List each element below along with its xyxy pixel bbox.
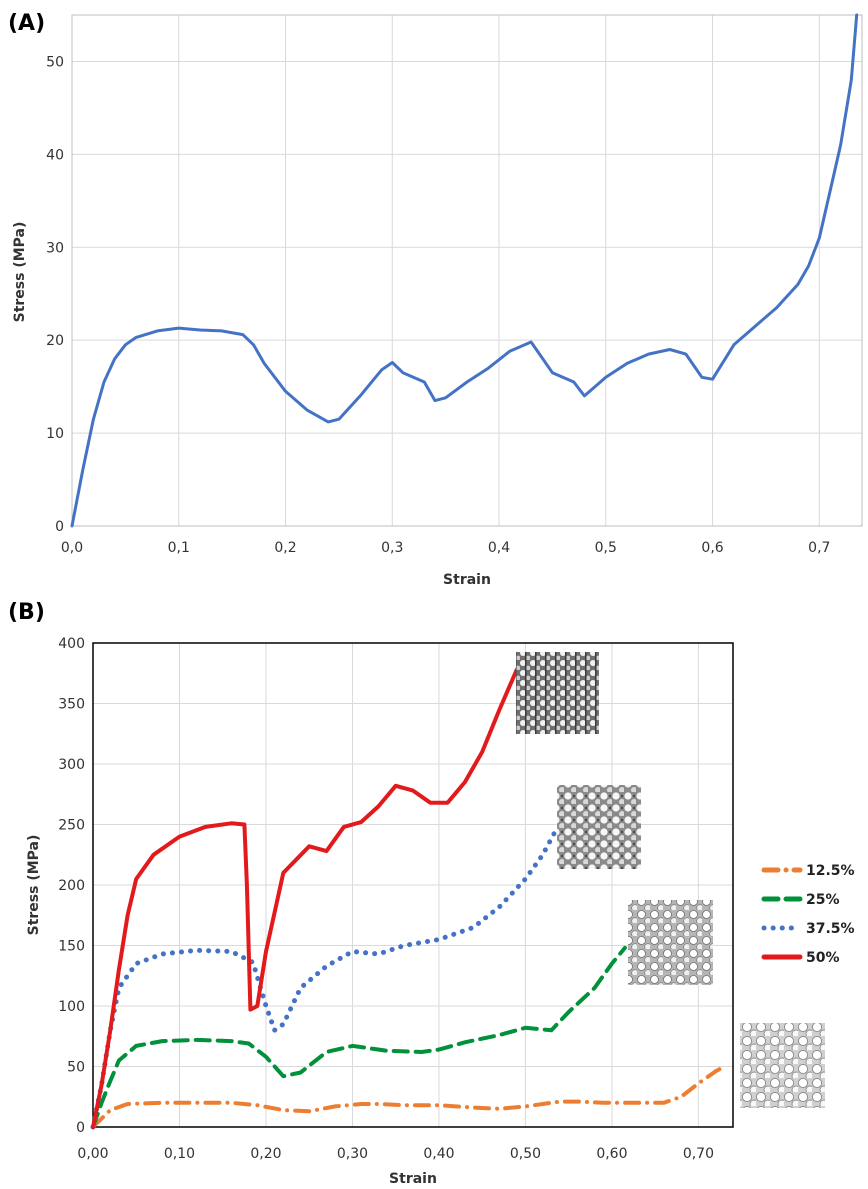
x-tick-label: 0,2	[274, 540, 296, 556]
x-tick-label: 0,7	[808, 540, 830, 556]
panel-a-x-ticks: 0,0 0,1 0,2 0,3 0,4 0,5 0,6 0,7	[61, 540, 831, 556]
panel-a-x-axis-title: Strain	[443, 572, 491, 588]
x-tick-label: 0,4	[488, 540, 510, 556]
panel-b-series	[90, 667, 727, 1130]
legend-label: 37.5%	[806, 921, 855, 937]
series-line-375	[90, 828, 559, 1130]
y-tick-label: 50	[46, 54, 64, 70]
y-tick-label: 10	[46, 426, 64, 442]
y-tick-label: 0	[76, 1120, 85, 1136]
panel-a: (A) 0 10 20 30 40 50 0,0 0,1 0,2 0,3 0,4 0,5 0,6 0,7…	[8, 11, 863, 588]
y-tick-label: 250	[58, 818, 85, 834]
series-line	[70, 13, 859, 528]
x-tick-label: 0,1	[168, 540, 190, 556]
y-tick-label: 200	[58, 878, 85, 894]
panel-b-x-ticks: 0,00 0,10 0,20 0,30 0,40 0,50 0,60 0,70	[77, 1146, 714, 1162]
x-tick-label: 0,40	[423, 1146, 454, 1162]
lattice-image-37-5	[557, 785, 641, 869]
x-tick-label: 0,10	[164, 1146, 195, 1162]
panel-b-x-axis-title: Strain	[389, 1171, 437, 1187]
legend-label: 50%	[806, 950, 840, 966]
series-line-125	[91, 1064, 727, 1129]
panel-a-y-ticks: 0 10 20 30 40 50	[46, 54, 64, 535]
y-tick-label: 350	[58, 697, 85, 713]
panel-b-y-ticks: 0 50 100 150 200 250 300 350 400	[58, 636, 85, 1136]
y-tick-label: 0	[55, 519, 64, 535]
legend-label: 25%	[806, 892, 840, 908]
x-tick-label: 0,3	[381, 540, 403, 556]
lattice-image-12-5	[740, 1023, 825, 1108]
lattice-image-25	[628, 900, 713, 985]
x-tick-label: 0,5	[595, 540, 617, 556]
x-tick-label: 0,0	[61, 540, 83, 556]
x-tick-label: 0,20	[250, 1146, 281, 1162]
panel-a-plot-area	[71, 14, 863, 527]
panel-a-grid	[72, 15, 862, 526]
panel-b-plot-area	[92, 642, 734, 1128]
panel-b: (B) 0 50 100 150 200 250 300 350 400 0,00 0,10 0,2…	[8, 600, 855, 1187]
x-tick-label: 0,50	[510, 1146, 541, 1162]
panel-a-series	[70, 13, 859, 528]
panel-a-label: (A)	[8, 11, 45, 36]
y-tick-label: 50	[67, 1060, 85, 1076]
x-tick-label: 0,70	[683, 1146, 714, 1162]
y-tick-label: 100	[58, 999, 85, 1015]
x-tick-label: 0,00	[77, 1146, 108, 1162]
y-tick-label: 300	[58, 757, 85, 773]
x-tick-label: 0,60	[596, 1146, 627, 1162]
panel-b-grid	[93, 643, 733, 1127]
panel-a-y-axis-title: Stress (MPa)	[12, 222, 28, 323]
lattice-image-50	[516, 652, 599, 734]
panel-b-y-axis-title: Stress (MPa)	[26, 835, 42, 936]
y-tick-label: 30	[46, 240, 64, 256]
legend-label: 12.5%	[806, 863, 855, 879]
series-line-50	[91, 667, 519, 1129]
panel-b-label: (B)	[8, 600, 45, 625]
y-tick-label: 40	[46, 147, 64, 163]
panel-b-legend: 12.5% 25% 37.5% 50%	[761, 863, 855, 966]
x-tick-label: 0,6	[701, 540, 723, 556]
y-tick-label: 150	[58, 939, 85, 955]
y-tick-label: 20	[46, 333, 64, 349]
series-line-25	[91, 945, 627, 1129]
y-tick-label: 400	[58, 636, 85, 652]
x-tick-label: 0,30	[337, 1146, 368, 1162]
